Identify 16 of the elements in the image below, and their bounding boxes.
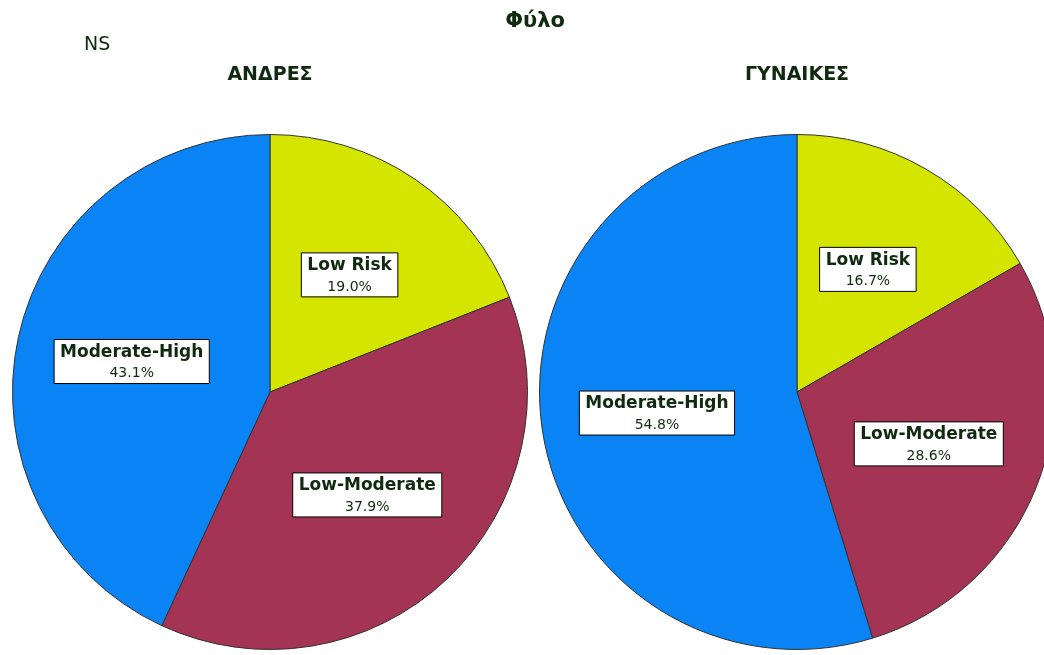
slice-label: Moderate-High [585, 392, 729, 413]
data-label: 16.7% [845, 272, 891, 289]
data-label: 37.9% [345, 497, 390, 514]
slice-label: Low Risk [307, 254, 393, 275]
data-label: 28.6% [906, 446, 952, 463]
slice-label: Low-Moderate [860, 423, 998, 444]
slice-label: Moderate-High [60, 340, 204, 361]
data-label: 43.1% [109, 364, 154, 381]
data-label: 54.8% [634, 415, 680, 432]
chart-title: ΑΝΔΡΕΣ [226, 62, 314, 84]
text: NS [84, 32, 111, 54]
text: Φύλο [504, 8, 566, 32]
chart-title: ΓΥΝΑΙΚΕΣ [743, 62, 851, 84]
slice-label: Low Risk [825, 248, 911, 269]
slice-label: Low-Moderate [298, 474, 436, 495]
data-label: 19.0% [327, 277, 372, 294]
